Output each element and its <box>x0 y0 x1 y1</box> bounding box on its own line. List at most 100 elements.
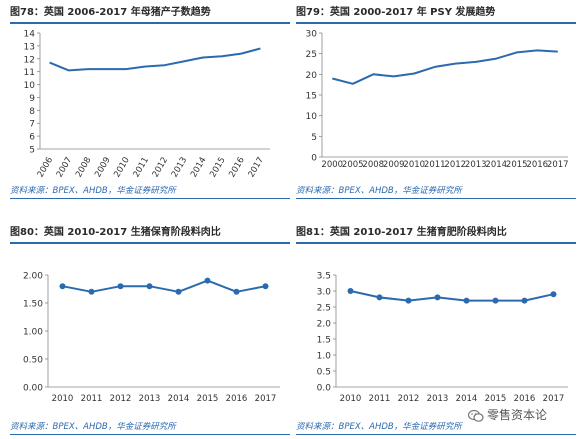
y-tick-label: 12 <box>24 55 35 65</box>
x-tick-label: 2010 <box>340 394 362 404</box>
x-tick-label: 2013 <box>427 394 449 404</box>
chart-panel-78: 图78：英国 2006-2017 年母猪产子数趋势 14 13 12 11 10 9 8 7 6… <box>8 3 293 218</box>
y-tick-label: 2.00 <box>23 272 43 282</box>
x-tick-label: 2010 <box>112 156 131 180</box>
x-tick-label: 2014 <box>485 160 507 170</box>
y-tick-label: 0.50 <box>23 356 43 366</box>
y-tick-label: 3.0 <box>317 288 332 298</box>
y-tick-label: 3.5 <box>317 272 331 282</box>
data-point <box>434 294 441 301</box>
chart-panel-81: 图81：英国 2010-2017 生猪育肥阶段料肉比 3.5 3.0 2.5 2.0 1… <box>294 223 579 438</box>
x-tick-label: 2017 <box>547 160 569 170</box>
y-tick-label: 1.50 <box>23 300 43 310</box>
x-tick-label: 2000 <box>321 160 343 170</box>
data-point <box>405 297 412 304</box>
x-tick-label: 2011 <box>424 160 446 170</box>
chart-title: 图79：英国 2000-2017 年 PSY 发展趋势 <box>296 3 576 24</box>
data-point <box>376 294 383 301</box>
line-chart-finishing-fcr: 3.5 3.0 2.5 2.0 1.5 1.0 0.5 0.0 2010 2011 2012 2013… <box>317 272 568 404</box>
y-tick-label: 25 <box>306 50 317 60</box>
chart-source: 资料来源：BPEX、AHDB，华金证券研究所 <box>296 420 576 435</box>
x-tick-label: 2010 <box>403 160 425 170</box>
data-point <box>521 297 528 304</box>
y-tick-label: 1.5 <box>317 336 331 346</box>
y-tick-label: 1.0 <box>317 352 332 362</box>
data-point <box>492 297 499 304</box>
x-tick-label: 2017 <box>255 394 277 404</box>
x-tick-label: 2012 <box>110 394 132 404</box>
data-point <box>146 283 153 290</box>
y-tick-label: 0.5 <box>317 368 331 378</box>
chart-source: 资料来源：BPEX、AHDB，华金证券研究所 <box>10 420 290 435</box>
x-tick-label: 2008 <box>74 156 93 180</box>
line-chart-psy: 30 25 2015 10 5 0 2000200520082009201020112012… <box>306 30 569 171</box>
y-tick-label: 14 <box>24 30 36 40</box>
data-point <box>550 291 557 298</box>
series-line <box>49 47 261 72</box>
x-tick-label: 2009 <box>383 160 405 170</box>
y-tick-label: 10 <box>24 81 36 91</box>
line-chart-nursery-fcr: 2.00 1.50 1.00 0.50 0.00 2010 2011 2012 2013 2014… <box>23 272 280 404</box>
data-point <box>88 288 95 295</box>
series-line <box>62 279 266 293</box>
y-tick-label: 7 <box>29 120 35 130</box>
y-tick-label: 0.00 <box>23 384 43 394</box>
x-tick-label: 2015 <box>208 156 227 180</box>
data-point <box>262 283 269 290</box>
y-tick-label: 0 <box>311 154 317 164</box>
x-tick-label: 2016 <box>526 160 548 170</box>
watermark: 零售资本论 <box>468 405 578 425</box>
y-tick-label: 8 <box>29 107 35 117</box>
chart-title: 图78：英国 2006-2017 年母猪产子数趋势 <box>10 3 290 24</box>
x-tick-label: 2011 <box>369 394 391 404</box>
x-tick-label: 2012 <box>398 394 420 404</box>
y-tick-label: 6 <box>29 133 35 143</box>
y-tick-label: 5 <box>29 146 35 156</box>
x-tick-label: 2005 <box>342 160 364 170</box>
data-point <box>117 283 124 290</box>
x-tick-label: 2016 <box>514 394 536 404</box>
y-tick-label: 2.5 <box>317 304 331 314</box>
y-tick-label: 5 <box>311 133 317 143</box>
x-tick-label: 2006 <box>36 156 55 180</box>
x-tick-label: 2014 <box>189 156 208 180</box>
x-tick-label: 2015 <box>197 394 219 404</box>
x-tick-label: 2017 <box>247 156 266 180</box>
chart-panel-80: 图80：英国 2010-2017 生猪保育阶段料肉比 2.00 1.50 1.00 0… <box>8 223 293 438</box>
x-tick-label: 2011 <box>81 394 103 404</box>
y-tick-label: 11 <box>24 68 35 78</box>
x-tick-label: 2014 <box>456 394 478 404</box>
x-tick-label: 2016 <box>226 394 248 404</box>
x-tick-label: 2012 <box>444 160 466 170</box>
x-tick-label: 2008 <box>362 160 384 170</box>
chart-panel-79: 图79：英国 2000-2017 年 PSY 发展趋势 30 25 20 15 10 5 0… <box>294 3 579 218</box>
wechat-icon <box>468 409 484 422</box>
x-tick-label: 2015 <box>485 394 507 404</box>
data-point <box>463 297 470 304</box>
watermark-text: 零售资本论 <box>487 408 548 422</box>
y-tick-label: 13 <box>24 42 35 52</box>
series-line <box>350 290 554 302</box>
x-tick-label: 2014 <box>168 394 190 404</box>
chart-title: 图81：英国 2010-2017 生猪育肥阶段料肉比 <box>296 223 576 244</box>
data-point <box>175 288 182 295</box>
x-tick-label: 2012 <box>151 156 170 180</box>
x-tick-label: 2016 <box>227 156 246 180</box>
x-tick-label: 2015 <box>506 160 528 170</box>
series-line <box>332 49 558 85</box>
x-tick-label: 2017 <box>543 394 565 404</box>
x-tick-label: 2013 <box>170 156 189 180</box>
x-tick-label: 2013 <box>139 394 161 404</box>
x-tick-label: 2010 <box>52 394 74 404</box>
data-point <box>204 277 211 284</box>
y-tick-label: 1.00 <box>23 328 43 338</box>
y-tick-label: 0.0 <box>317 384 332 394</box>
x-tick-label: 2009 <box>93 156 112 180</box>
chart-title: 图80：英国 2010-2017 生猪保育阶段料肉比 <box>10 223 290 244</box>
y-tick-label: 30 <box>306 30 318 40</box>
chart-source: 资料来源：BPEX、AHDB，华金证券研究所 <box>10 184 290 199</box>
data-point <box>233 288 240 295</box>
y-tick-label: 10 <box>306 112 318 122</box>
y-tick-label: 2.0 <box>317 320 332 330</box>
